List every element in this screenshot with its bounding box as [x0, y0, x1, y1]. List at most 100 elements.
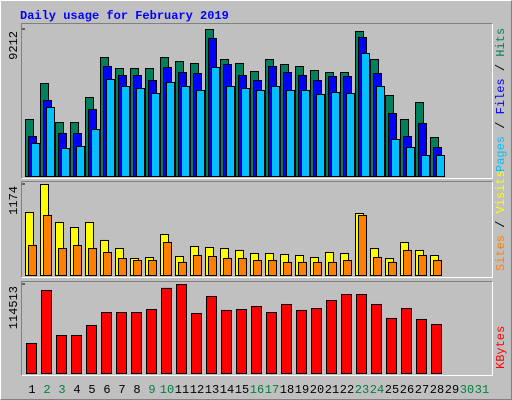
bar — [191, 312, 202, 374]
bar — [28, 245, 37, 276]
bar — [418, 255, 427, 277]
legend-separator: / — [494, 57, 508, 79]
legend-separator: / — [494, 213, 508, 235]
bar — [56, 334, 67, 375]
bar — [181, 86, 190, 177]
bar — [148, 260, 157, 277]
bar — [86, 324, 97, 375]
bar — [133, 260, 142, 277]
bar — [431, 324, 442, 375]
bar — [301, 90, 310, 177]
bar — [361, 53, 370, 177]
x-tick-label: 30 — [460, 383, 474, 397]
x-tick-label: 6 — [103, 383, 110, 397]
bar — [61, 147, 70, 177]
bar — [73, 245, 82, 276]
bar — [118, 258, 127, 276]
bar — [373, 257, 382, 276]
bar — [106, 78, 115, 177]
bar — [286, 90, 295, 177]
legend: KBytes — [494, 326, 508, 369]
x-tick-label: 11 — [175, 383, 189, 397]
bar — [76, 146, 85, 177]
legend-entry: Files — [494, 78, 508, 114]
bar — [268, 260, 277, 277]
bar — [146, 309, 157, 374]
bar — [196, 90, 205, 177]
bar — [226, 86, 235, 177]
bar — [433, 260, 442, 277]
x-tick-label: 22 — [340, 383, 354, 397]
chart-title: Daily usage for February 2019 — [20, 9, 229, 23]
bar — [241, 87, 250, 177]
bar — [163, 241, 172, 276]
bar — [271, 86, 280, 177]
x-tick-label: 16 — [250, 383, 264, 397]
bar — [103, 251, 112, 276]
x-tick-label: 4 — [73, 383, 80, 397]
bar — [316, 94, 325, 177]
bar — [346, 93, 355, 177]
x-tick-label: 26 — [400, 383, 414, 397]
bar — [328, 261, 337, 276]
x-tick-label: 12 — [190, 383, 204, 397]
bar — [391, 138, 400, 177]
bar — [313, 261, 322, 276]
bar — [376, 86, 385, 177]
bar — [121, 86, 130, 177]
bar — [416, 318, 427, 374]
bar — [151, 93, 160, 177]
bar — [193, 255, 202, 277]
bar — [208, 256, 217, 276]
x-tick-label: 7 — [118, 383, 125, 397]
x-tick-label: 15 — [235, 383, 249, 397]
bar — [343, 260, 352, 277]
x-tick-label: 21 — [325, 383, 339, 397]
bar — [223, 258, 232, 276]
bar — [178, 261, 187, 276]
bar — [71, 334, 82, 375]
bar — [46, 107, 55, 177]
x-tick-label: 8 — [133, 383, 140, 397]
bar — [58, 248, 67, 277]
x-tick-label: 17 — [265, 383, 279, 397]
bar — [166, 81, 175, 177]
bar — [88, 248, 97, 277]
bar — [341, 294, 352, 374]
bar — [331, 92, 340, 177]
bar — [356, 294, 367, 374]
legend-entry: Sites — [494, 235, 508, 271]
bar — [131, 311, 142, 375]
x-tick-label: 25 — [385, 383, 399, 397]
legend: Sites / Visits — [494, 170, 508, 271]
bar — [236, 309, 247, 374]
bar — [326, 300, 337, 374]
y-tick-label: 114513 — [7, 286, 21, 329]
bar — [436, 155, 445, 177]
legend-entry: KBytes — [494, 326, 508, 369]
bar — [41, 289, 52, 374]
x-tick-label: 28 — [430, 383, 444, 397]
x-tick-label: 10 — [160, 383, 174, 397]
bar — [266, 311, 277, 375]
bar — [161, 287, 172, 374]
bar — [298, 261, 307, 276]
x-tick-label: 14 — [220, 383, 234, 397]
x-tick-label: 23 — [355, 383, 369, 397]
y-tick-label: 9212 — [7, 31, 21, 60]
x-tick-label: 29 — [445, 383, 459, 397]
panel-shadow — [21, 281, 493, 376]
bar — [91, 129, 100, 178]
bar — [311, 308, 322, 375]
x-tick-label: 27 — [415, 383, 429, 397]
bar — [251, 306, 262, 374]
bar — [206, 295, 217, 375]
bar — [116, 311, 127, 375]
legend-entry: Hits — [494, 28, 508, 57]
bar — [221, 309, 232, 374]
bar — [211, 66, 220, 177]
bar — [31, 143, 40, 177]
bar — [358, 215, 367, 276]
bar — [238, 258, 247, 276]
panel-shadow — [21, 181, 493, 278]
